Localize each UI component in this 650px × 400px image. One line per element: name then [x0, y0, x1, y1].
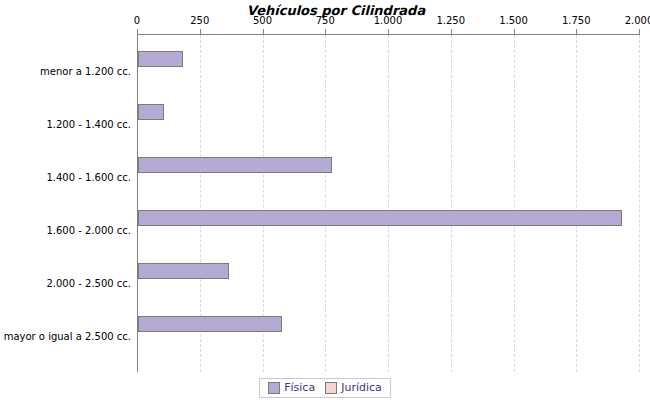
x-tick-mark: [576, 29, 577, 34]
x-tick-label: 0: [107, 15, 167, 26]
category-label: 1.200 - 1.400 cc.: [0, 119, 131, 130]
bar-física: [138, 263, 229, 279]
legend-label: Física: [284, 382, 315, 394]
bar-física: [138, 316, 282, 332]
x-tick-label: 500: [233, 15, 293, 26]
legend-swatch-icon: [325, 382, 337, 394]
legend-label: Jurídica: [341, 382, 382, 394]
x-tick-mark: [263, 29, 264, 34]
category-label: 1.400 - 1.600 cc.: [0, 172, 131, 183]
legend-item-física: Física: [268, 382, 315, 394]
bar-row: 2.000 - 2.500 cc.: [0, 258, 650, 311]
legend: Física Jurídica: [0, 378, 650, 400]
category-label: 1.600 - 2.000 cc.: [0, 225, 131, 236]
bar-física: [138, 157, 332, 173]
category-label: 2.000 - 2.500 cc.: [0, 278, 131, 289]
x-tick-mark: [639, 29, 640, 34]
x-tick-mark: [137, 29, 138, 34]
x-tick-label: 1.500: [484, 15, 544, 26]
x-tick-label: 2.000: [609, 15, 650, 26]
x-tick-mark: [325, 29, 326, 34]
bar-row: menor a 1.200 cc.: [0, 46, 650, 99]
x-tick-label: 750: [295, 15, 355, 26]
bar-row: mayor o igual a 2.500 cc.: [0, 311, 650, 364]
bar-row: 1.200 - 1.400 cc.: [0, 99, 650, 152]
bar-física: [138, 210, 622, 226]
bar-chart: Vehículos por Cilindrada 02505007501.000…: [0, 0, 650, 400]
x-tick-mark: [451, 29, 452, 34]
x-tick-mark: [514, 29, 515, 34]
x-tick-label: 1.250: [421, 15, 481, 26]
x-tick-mark: [200, 29, 201, 34]
legend-item-jurídica: Jurídica: [325, 382, 382, 394]
x-tick-label: 250: [170, 15, 230, 26]
legend-swatch-icon: [268, 382, 280, 394]
x-tick-label: 1.750: [546, 15, 606, 26]
category-label: mayor o igual a 2.500 cc.: [0, 331, 131, 342]
category-label: menor a 1.200 cc.: [0, 66, 131, 77]
bar-row: 1.600 - 2.000 cc.: [0, 205, 650, 258]
bar-row: 1.400 - 1.600 cc.: [0, 152, 650, 205]
bar-física: [138, 51, 183, 67]
x-tick-mark: [388, 29, 389, 34]
x-tick-label: 1.000: [358, 15, 418, 26]
bar-física: [138, 104, 164, 120]
legend-box: Física Jurídica: [259, 378, 391, 398]
